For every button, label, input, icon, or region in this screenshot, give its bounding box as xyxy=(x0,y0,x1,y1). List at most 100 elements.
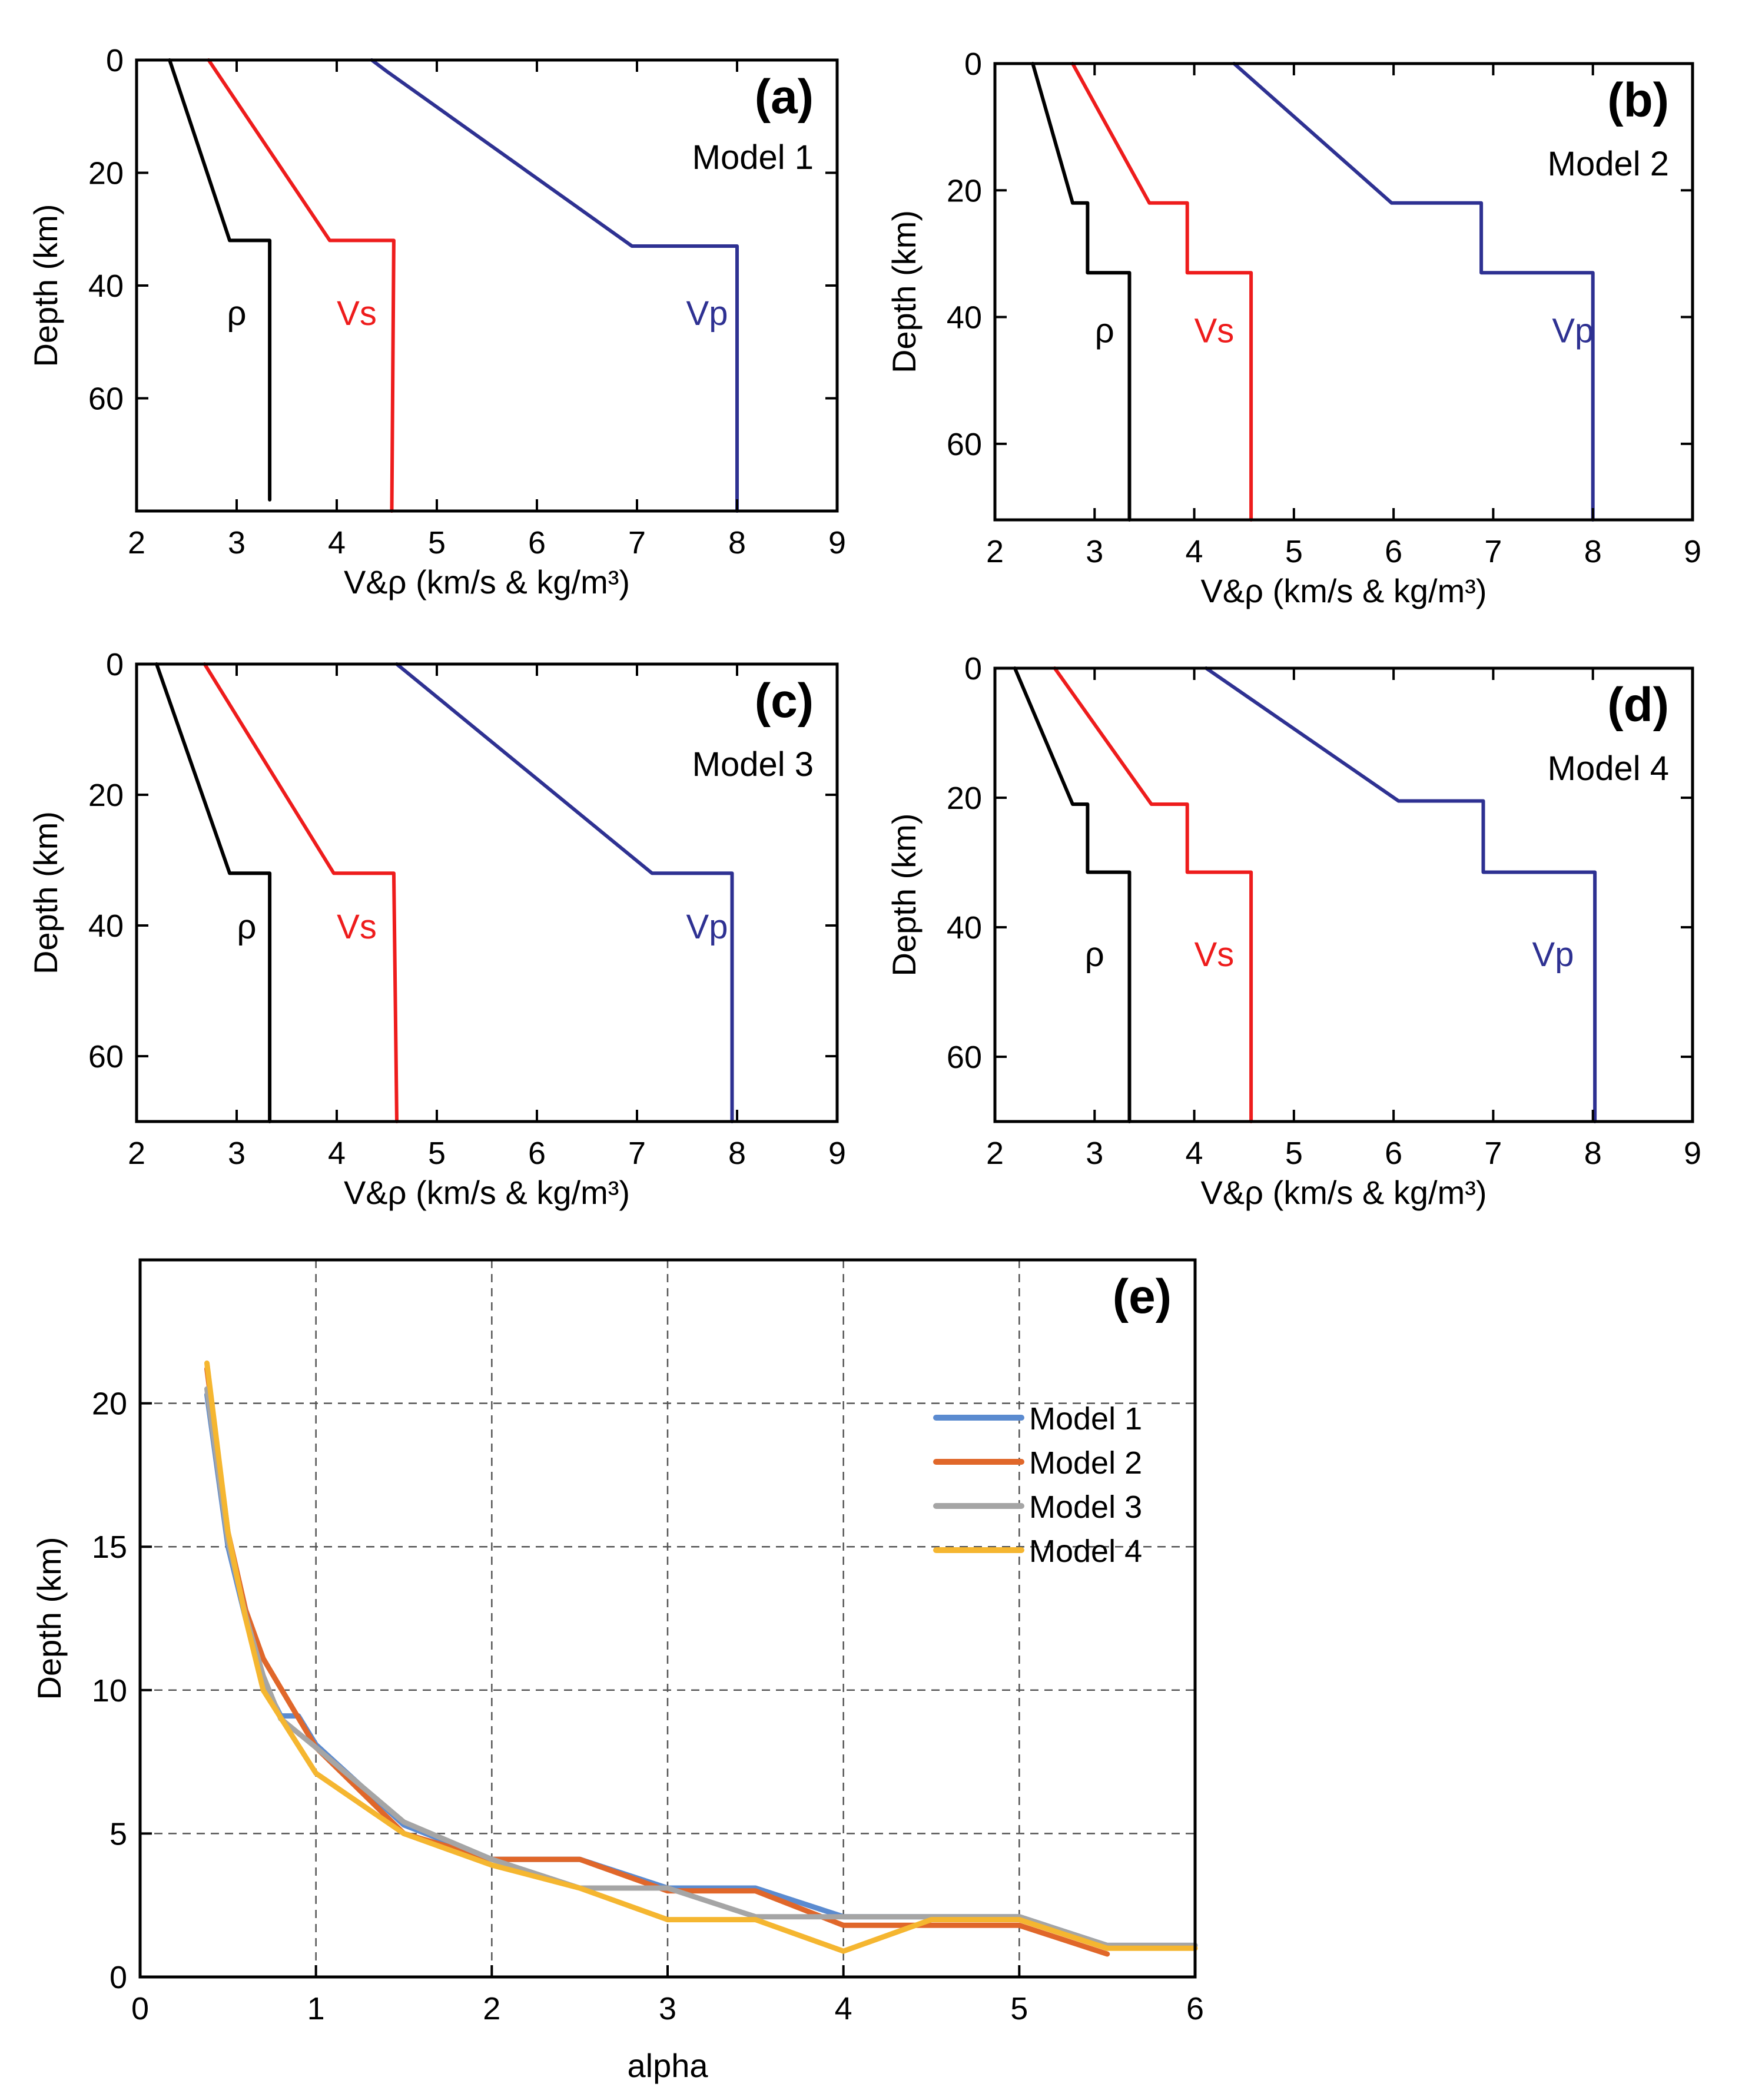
series-line-Vp xyxy=(395,662,734,1123)
y-tick-label: 0 xyxy=(964,47,982,82)
x-tick-label: 0 xyxy=(131,1991,149,2026)
x-tick-label: 6 xyxy=(528,525,546,560)
y-tick-label: 20 xyxy=(88,778,124,813)
x-tick-label: 6 xyxy=(528,1136,546,1171)
x-tick-label: 8 xyxy=(728,1136,746,1171)
model-label: Model 2 xyxy=(1548,145,1669,183)
x-tick-label: 5 xyxy=(1285,534,1303,569)
panel-label: (d) xyxy=(1607,678,1669,732)
y-axis-title: Depth (km) xyxy=(31,1537,68,1700)
legend-label-Model-2: Model 2 xyxy=(1029,1445,1142,1481)
panel-label: (e) xyxy=(1113,1270,1172,1323)
x-tick-label: 3 xyxy=(1086,1136,1103,1171)
panel-label: (a) xyxy=(755,70,814,124)
x-axis-title: V&ρ (km/s & kg/m³) xyxy=(344,1174,630,1211)
series-label-Vp: Vp xyxy=(1532,935,1574,974)
y-tick-label: 40 xyxy=(947,300,982,336)
x-tick-label: 5 xyxy=(1010,1991,1028,2026)
x-tick-label: 9 xyxy=(1684,1136,1701,1171)
x-tick-label: 7 xyxy=(628,525,646,560)
series-line-Vp xyxy=(370,58,739,513)
series-label-ρ: ρ xyxy=(1085,935,1104,974)
y-axis-title: Depth (km) xyxy=(885,210,923,373)
x-tick-label: 4 xyxy=(1186,1136,1203,1171)
x-axis-title: alpha xyxy=(627,2047,708,2084)
x-tick-label: 8 xyxy=(1584,534,1602,569)
x-tick-label: 2 xyxy=(128,525,145,560)
series-line-Model 4 xyxy=(204,1360,1198,1954)
model-label: Model 3 xyxy=(692,745,814,784)
x-tick-label: 4 xyxy=(328,525,346,560)
panel-label: (b) xyxy=(1607,74,1669,127)
series-label-Vp: Vp xyxy=(686,908,728,946)
y-tick-label: 60 xyxy=(88,1039,124,1074)
y-tick-label: 60 xyxy=(947,1040,982,1075)
y-tick-label: 20 xyxy=(947,781,982,816)
y-axis-title: Depth (km) xyxy=(27,811,64,974)
y-axis-title: Depth (km) xyxy=(885,814,923,977)
axes-frame xyxy=(993,62,1694,522)
y-tick-label: 15 xyxy=(92,1530,127,1565)
series-label-Vs: Vs xyxy=(337,294,377,333)
model-label: Model 1 xyxy=(692,138,814,177)
panel-label: (c) xyxy=(755,674,814,728)
series-line-ρ xyxy=(168,58,272,502)
axes-frame xyxy=(135,662,839,1123)
series-label-ρ: ρ xyxy=(237,908,257,946)
x-tick-label: 5 xyxy=(428,1136,446,1171)
panel-d: ρ Vs Vp 2 3 4 5 6 7 8 9 0 20 40 60 V&ρ (km/s & kg/m³) De… xyxy=(885,651,1701,1211)
model-label: Model 4 xyxy=(1548,749,1669,788)
series-line-ρ xyxy=(1013,666,1132,1123)
x-tick-label: 4 xyxy=(835,1991,852,2026)
y-tick-label: 40 xyxy=(88,268,124,304)
x-tick-label: 9 xyxy=(828,525,846,560)
x-tick-label: 2 xyxy=(986,534,1004,569)
series-label-Vs: Vs xyxy=(1194,312,1235,350)
series-line-Vp xyxy=(1232,62,1595,522)
x-tick-label: 8 xyxy=(1584,1136,1602,1171)
panel-b: ρ Vs Vp 2 3 4 5 6 7 8 9 0 20 40 60 V&ρ (km/s & kg/m³) De… xyxy=(885,47,1701,609)
x-tick-label: 9 xyxy=(1684,534,1701,569)
x-tick-label: 3 xyxy=(659,1991,676,2026)
y-tick-label: 40 xyxy=(88,908,124,944)
x-tick-label: 4 xyxy=(1186,534,1203,569)
y-tick-label: 0 xyxy=(106,647,124,682)
series-line-ρ xyxy=(155,662,272,1123)
legend-label-Model-3: Model 3 xyxy=(1029,1489,1142,1525)
x-tick-label: 9 xyxy=(828,1136,846,1171)
series-line-Vs xyxy=(207,58,396,513)
x-tick-label: 3 xyxy=(228,1136,245,1171)
x-axis-title: V&ρ (km/s & kg/m³) xyxy=(344,563,630,601)
series-line-Vp xyxy=(1204,666,1597,1123)
x-tick-label: 7 xyxy=(628,1136,646,1171)
series-label-Vs: Vs xyxy=(1194,935,1235,974)
series-label-Vp: Vp xyxy=(1552,312,1594,350)
y-tick-label: 10 xyxy=(92,1673,127,1708)
series-label-Vs: Vs xyxy=(337,908,377,946)
y-tick-label: 5 xyxy=(110,1816,127,1852)
x-tick-label: 2 xyxy=(986,1136,1004,1171)
y-tick-label: 0 xyxy=(106,43,124,78)
x-tick-label: 3 xyxy=(228,525,245,560)
x-tick-label: 5 xyxy=(1285,1136,1303,1171)
x-tick-label: 1 xyxy=(307,1991,325,2026)
x-tick-label: 6 xyxy=(1186,1991,1204,2026)
series-label-ρ: ρ xyxy=(227,294,247,333)
panel-e: 0 1 2 3 4 5 6 0 5 10 15 20 alpha Depth (km) (e) Model 1… xyxy=(31,1258,1204,2084)
y-tick-label: 60 xyxy=(88,381,124,417)
x-tick-label: 4 xyxy=(328,1136,346,1171)
axes-frame xyxy=(135,58,839,513)
legend-label-Model-1: Model 1 xyxy=(1029,1401,1142,1437)
series-line-Vs xyxy=(203,662,399,1123)
series-line-Vs xyxy=(1071,62,1253,522)
series-label-ρ: ρ xyxy=(1095,312,1114,350)
y-tick-label: 20 xyxy=(88,156,124,191)
y-tick-label: 0 xyxy=(110,1960,127,1995)
series-line-ρ xyxy=(1031,62,1132,522)
x-tick-label: 6 xyxy=(1385,534,1402,569)
x-tick-label: 3 xyxy=(1086,534,1103,569)
y-tick-label: 0 xyxy=(964,651,982,686)
series-label-Vp: Vp xyxy=(686,294,728,333)
y-axis-title: Depth (km) xyxy=(27,204,64,367)
